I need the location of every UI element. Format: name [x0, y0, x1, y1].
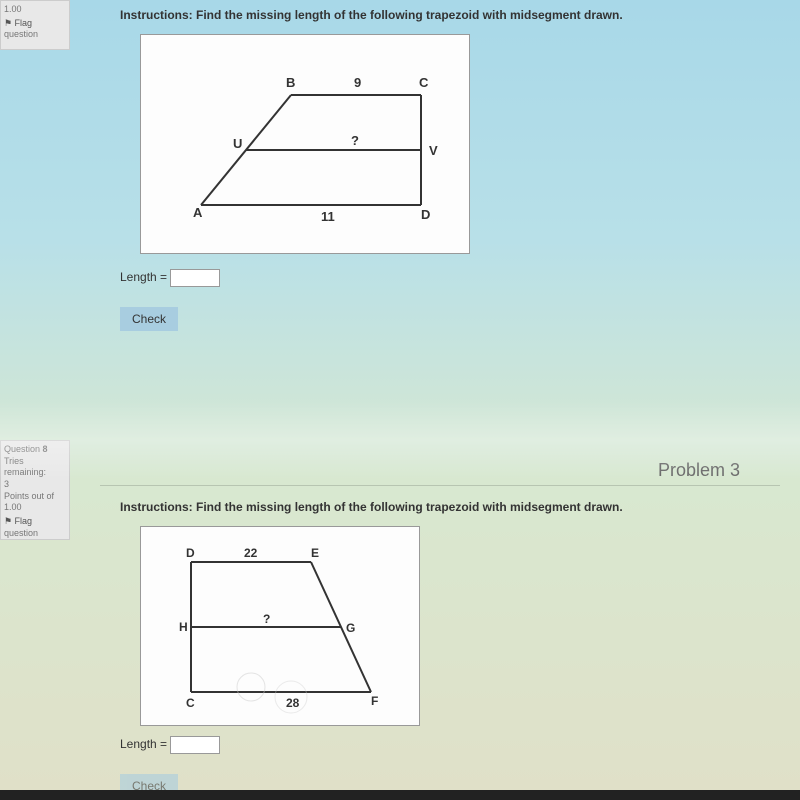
- length-input-row-p3: Length =: [120, 736, 780, 754]
- question-number: 8: [43, 444, 48, 454]
- label-U: U: [233, 136, 242, 151]
- problem-3-heading: Problem 3: [658, 460, 740, 481]
- p3-E: E: [311, 546, 319, 560]
- label-V: V: [429, 143, 438, 158]
- p3-D: D: [186, 546, 195, 560]
- sidebar-question-info-top: 1.00 ⚑ Flag question: [0, 0, 70, 50]
- label-mid: ?: [351, 133, 359, 148]
- p3-G: G: [346, 621, 355, 635]
- flag-sublabel-mid: question: [4, 528, 66, 540]
- problem-3-content: Instructions: Find the missing length of…: [120, 480, 780, 798]
- length-input-p2[interactable]: [170, 269, 220, 287]
- p3-top: 22: [244, 546, 258, 560]
- trapezoid-svg-p3: D 22 E H ? G C 28 F: [141, 527, 421, 727]
- figure-box-p3: D 22 E H ? G C 28 F: [140, 526, 420, 726]
- points-label: Points out of: [4, 491, 66, 503]
- flag-question-link[interactable]: ⚑ Flag: [4, 18, 66, 30]
- tries-value: 3: [4, 479, 66, 491]
- label-D: D: [421, 207, 430, 222]
- p3-mid: ?: [263, 612, 270, 626]
- p3-C: C: [186, 696, 195, 710]
- instructions-p3: Instructions: Find the missing length of…: [120, 500, 780, 514]
- label-bottom: 11: [321, 209, 335, 224]
- sidebar-question-info-mid: Question 8 Tries remaining: 3 Points out…: [0, 440, 70, 540]
- flag-label: Flag: [15, 18, 33, 28]
- flag-sublabel: question: [4, 29, 66, 41]
- length-label: Length =: [120, 270, 167, 284]
- problem-2-content: Instructions: Find the missing length of…: [120, 0, 780, 331]
- instructions-p2: Instructions: Find the missing length of…: [120, 8, 780, 22]
- check-button-p2[interactable]: Check: [120, 307, 178, 331]
- label-B: B: [286, 75, 295, 90]
- length-input-p3[interactable]: [170, 736, 220, 754]
- instructions-text: Find the missing length of the following…: [196, 8, 623, 22]
- monitor-bezel: [0, 790, 800, 800]
- flag-icon: ⚑: [4, 18, 12, 30]
- flag-label-mid: Flag: [15, 516, 33, 526]
- p3-bottom: 28: [286, 696, 300, 710]
- instructions-label: Instructions:: [120, 8, 193, 22]
- figure-box-p2: B 9 C U ? V A 11 D: [140, 34, 470, 254]
- instructions-text-p3: Find the missing length of the following…: [196, 500, 623, 514]
- label-top: 9: [354, 75, 361, 90]
- points-value-mid: 1.00: [4, 502, 66, 514]
- label-A: A: [193, 205, 203, 220]
- length-label-p3: Length =: [120, 737, 167, 751]
- length-input-row-p2: Length =: [120, 269, 780, 287]
- points-value: 1.00: [4, 4, 66, 16]
- flag-question-link-mid[interactable]: ⚑ Flag: [4, 516, 66, 528]
- p3-F: F: [371, 694, 378, 708]
- question-label: Question 8: [4, 444, 66, 456]
- instructions-label-p3: Instructions:: [120, 500, 193, 514]
- trapezoid-svg-p2: B 9 C U ? V A 11 D: [141, 35, 471, 255]
- flag-icon-mid: ⚑: [4, 516, 12, 528]
- tries-label: Tries remaining:: [4, 456, 66, 479]
- p3-H: H: [179, 620, 188, 634]
- label-C: C: [419, 75, 429, 90]
